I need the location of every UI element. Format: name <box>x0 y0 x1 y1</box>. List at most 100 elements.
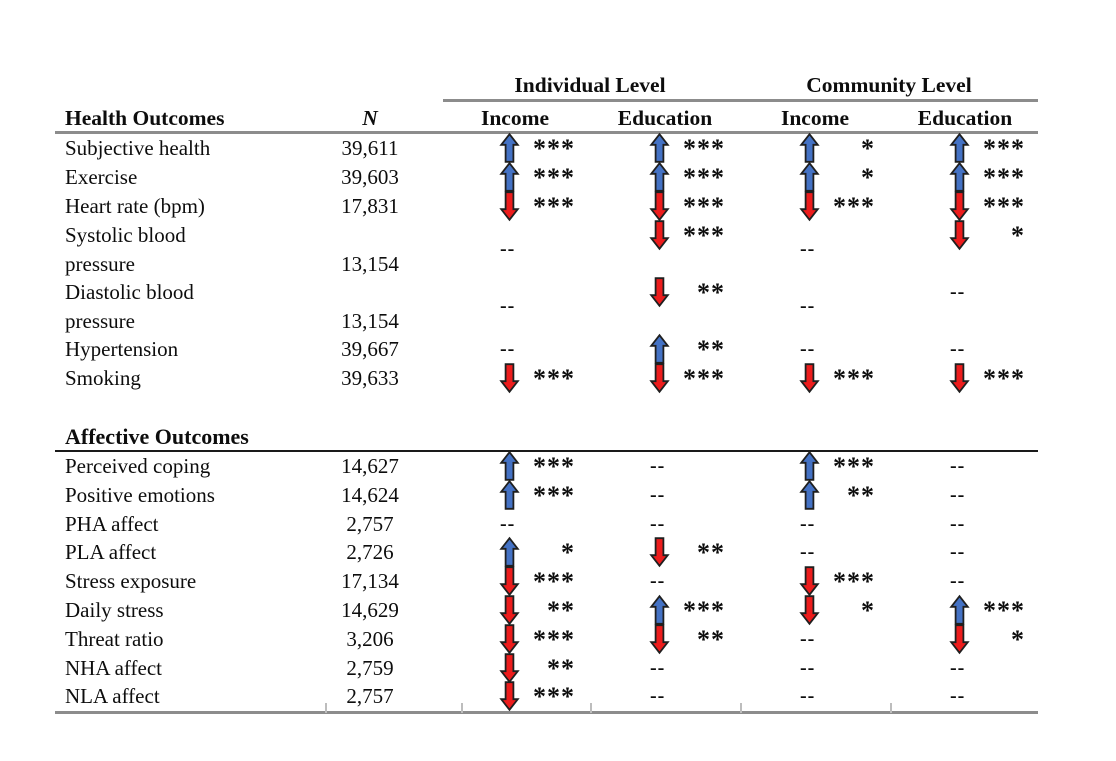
down-arrow-icon <box>499 191 520 222</box>
outcome-row: Systolic blood pressure 13,154 -- *** -- * <box>55 220 1038 278</box>
outcome-label: Positive emotions <box>65 482 215 507</box>
n-value: 17,831 <box>341 194 399 218</box>
up-arrow-icon <box>949 161 970 192</box>
affective-section-rule <box>55 450 1038 452</box>
down-arrow-icon <box>499 595 520 626</box>
column-tick <box>590 703 592 713</box>
up-arrow-icon <box>649 594 670 625</box>
effect-cell: -- <box>890 335 1040 364</box>
effect-cell: -- <box>440 235 590 264</box>
n-value: 13,154 <box>341 251 399 276</box>
no-effect-dash: -- <box>650 656 666 679</box>
significance-stars: *** <box>683 595 725 625</box>
outcome-label: Threat ratio <box>65 626 164 651</box>
outcome-label: PLA affect <box>65 540 157 565</box>
outcome-label: Diastolic blood pressure <box>65 280 194 333</box>
effect-cell: -- <box>740 538 890 567</box>
no-effect-dash: -- <box>800 685 816 708</box>
up-arrow-icon <box>499 132 520 163</box>
significance-stars: *** <box>533 192 575 221</box>
effect-cell: -- <box>590 481 740 510</box>
effect-cell: *** <box>440 681 590 712</box>
effect-cell: *** <box>890 191 1040 222</box>
col-header-community-education: Education <box>917 106 1013 130</box>
significance-stars: ** <box>847 480 875 510</box>
column-tick <box>461 703 463 713</box>
n-value: 2,757 <box>346 684 394 709</box>
down-arrow-icon <box>949 220 970 251</box>
outcome-label: Heart rate (bpm) <box>65 194 205 218</box>
significance-stars: *** <box>983 134 1025 163</box>
up-arrow-icon <box>949 132 970 163</box>
up-arrow-icon <box>499 450 520 481</box>
effect-cell: -- <box>890 654 1040 683</box>
n-header: N <box>362 106 378 130</box>
up-arrow-icon <box>799 479 820 510</box>
effect-cell: *** <box>740 191 890 222</box>
effect-cell: *** <box>740 450 890 481</box>
no-effect-dash: -- <box>950 338 966 360</box>
effect-cell: *** <box>590 132 740 163</box>
effect-cell: -- <box>890 452 1040 481</box>
effect-cell: *** <box>590 161 740 192</box>
down-arrow-icon <box>649 220 670 251</box>
up-arrow-icon <box>799 450 820 481</box>
outcome-row: NLA affect 2,757 *** -- -- -- <box>55 681 1038 712</box>
effect-cell: *** <box>740 363 890 394</box>
no-effect-dash: -- <box>950 685 966 708</box>
n-value: 13,154 <box>341 308 399 333</box>
significance-stars: *** <box>833 567 875 597</box>
significance-stars: *** <box>533 480 575 510</box>
effect-cell: ** <box>440 652 590 683</box>
n-value: 14,627 <box>341 454 399 478</box>
down-arrow-icon <box>799 595 820 626</box>
affective-outcomes-header: Affective Outcomes <box>65 424 249 449</box>
significance-stars: * <box>861 134 875 163</box>
outcome-label: NHA affect <box>65 655 162 680</box>
outcome-label: NLA affect <box>65 684 160 709</box>
significance-stars: *** <box>533 682 575 712</box>
significance-stars: *** <box>683 364 725 393</box>
effect-cell: -- <box>440 335 590 364</box>
no-effect-dash: -- <box>950 455 966 477</box>
significance-stars: * <box>1011 624 1025 654</box>
down-arrow-icon <box>799 191 820 222</box>
outcome-row: Diastolic blood pressure 13,154 -- ** -- -- <box>55 277 1038 335</box>
n-value: 2,726 <box>346 540 394 565</box>
spanner-individual-level: Individual Level <box>514 73 666 97</box>
effect-cell: * <box>890 624 1040 655</box>
down-arrow-icon <box>649 277 670 308</box>
outcome-label: Exercise <box>65 165 138 189</box>
no-effect-dash: -- <box>500 295 516 317</box>
outcome-row: PHA affect 2,757 -- -- -- -- <box>55 510 1038 539</box>
down-arrow-icon <box>949 191 970 222</box>
n-value: 3,206 <box>346 626 394 651</box>
no-effect-dash: -- <box>800 656 816 679</box>
no-effect-dash: -- <box>650 512 666 535</box>
col-header-community-income: Income <box>780 106 850 130</box>
outcome-row: Daily stress 14,629 ** *** * *** <box>55 594 1038 626</box>
no-effect-dash: -- <box>500 512 516 535</box>
effect-cell: *** <box>890 363 1040 394</box>
down-arrow-icon <box>499 363 520 394</box>
no-effect-dash: -- <box>800 541 816 564</box>
effect-cell: *** <box>590 191 740 222</box>
effect-cell: -- <box>590 452 740 481</box>
effect-cell: -- <box>890 510 1040 539</box>
significance-stars: ** <box>697 538 725 568</box>
effect-cell: *** <box>440 363 590 394</box>
spanner-underline <box>443 99 1038 102</box>
significance-stars: *** <box>533 163 575 192</box>
no-effect-dash: -- <box>800 295 816 317</box>
n-value: 39,633 <box>341 366 399 390</box>
effect-cell: -- <box>740 625 890 654</box>
significance-stars: *** <box>533 134 575 163</box>
no-effect-dash: -- <box>650 483 666 506</box>
significance-stars: ** <box>547 653 575 683</box>
n-value: 17,134 <box>341 569 399 594</box>
effect-cell: ** <box>590 277 740 308</box>
outcome-label: Systolic blood pressure <box>65 223 186 276</box>
health-outcomes-rows: Subjective health 39,611 *** *** * *** Exercis… <box>55 132 1040 394</box>
significance-stars: ** <box>697 335 725 364</box>
significance-stars: ** <box>697 278 725 307</box>
